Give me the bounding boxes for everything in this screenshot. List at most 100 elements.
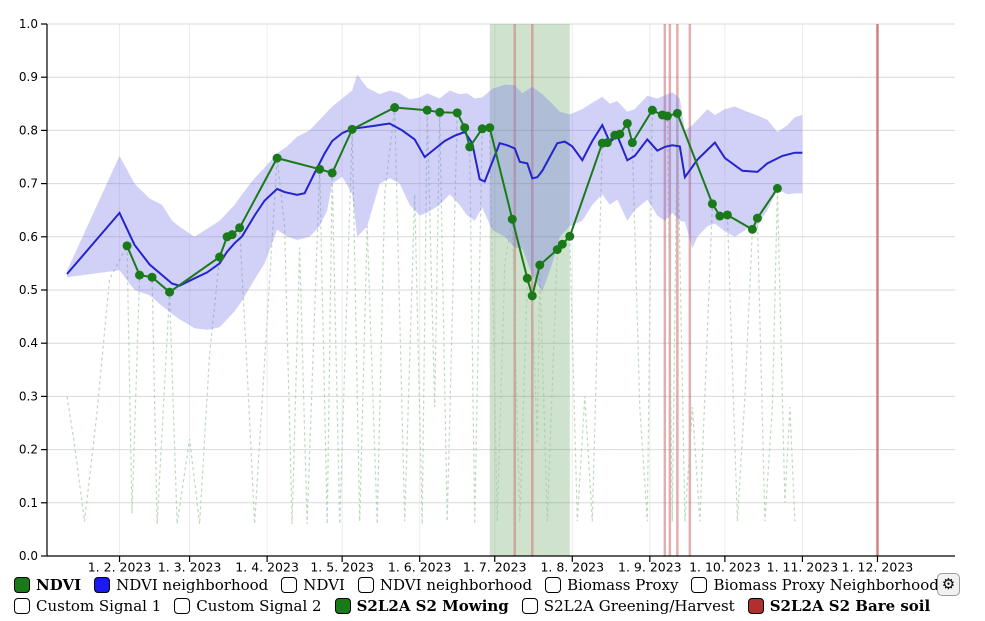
ndvi-data-point <box>615 129 625 139</box>
ndvi-data-point <box>752 213 762 223</box>
ndvi-data-point <box>122 241 132 251</box>
unchecked-checkbox-icon[interactable] <box>281 576 298 593</box>
checked-checkbox-icon[interactable] <box>747 597 764 614</box>
x-tick-label: 1. 2. 2023 <box>88 560 152 575</box>
legend-item-ndvi-neighborhood[interactable]: NDVI neighborhood <box>357 575 533 594</box>
y-tick-label: 0.8 <box>19 123 38 137</box>
ndvi-data-point <box>327 168 337 178</box>
y-tick-label: 0.6 <box>19 230 38 244</box>
legend-item-ndvi-neighborhood[interactable]: NDVI neighborhood <box>94 576 268 594</box>
ndvi-data-point <box>662 111 672 121</box>
y-tick-label: 1.0 <box>19 17 38 31</box>
y-tick-label: 0.9 <box>19 70 38 84</box>
ndvi-data-point <box>602 138 612 148</box>
y-tick-label: 0.3 <box>19 389 38 403</box>
y-tick-label: 0.7 <box>19 177 38 191</box>
ndvi-raw-dashed-line <box>66 107 796 525</box>
unchecked-checkbox-icon[interactable] <box>14 597 30 614</box>
legend-item-biomass-proxy-neighborhood[interactable]: Biomass Proxy Neighborhood <box>691 575 939 594</box>
ndvi-data-point <box>465 142 475 152</box>
checked-checkbox-icon[interactable] <box>334 597 351 614</box>
legend-item-custom-signal-1[interactable]: Custom Signal 1 <box>14 597 161 615</box>
unchecked-checkbox-icon[interactable] <box>545 576 562 593</box>
ndvi-data-point <box>772 183 782 193</box>
legend-item-custom-signal-2[interactable]: Custom Signal 2 <box>174 596 322 615</box>
ndvi-data-point <box>135 270 145 280</box>
y-tick-label: 0.0 <box>19 549 38 563</box>
ndvi-data-point <box>507 214 517 224</box>
x-tick-label: 1. 5. 2023 <box>310 560 374 575</box>
legend-item-label: NDVI neighborhood <box>379 575 533 594</box>
ndvi-data-point <box>235 223 245 233</box>
x-tick-label: 1. 10. 2023 <box>689 560 761 575</box>
ndvi-data-point <box>707 199 717 209</box>
legend-item-s2l2a-greening-harvest[interactable]: S2L2A Greening/Harvest <box>521 597 735 615</box>
legend-item-label: S2L2A S2 Mowing <box>356 596 509 615</box>
ndvi-data-point <box>485 123 495 133</box>
ndvi-data-point <box>460 123 470 133</box>
x-tick-label: 1. 12. 2023 <box>842 560 914 575</box>
ndvi-neighborhood-line <box>66 122 803 287</box>
legend-item-label: Biomass Proxy Neighborhood <box>713 575 939 594</box>
ndvi-data-point <box>452 108 462 118</box>
ndvi-data-point <box>422 105 432 115</box>
ndvi-data-point <box>565 231 575 241</box>
ndvi-data-point <box>527 291 537 301</box>
ndvi-data-point <box>435 107 445 117</box>
ndvi-data-point <box>147 272 157 282</box>
checked-checkbox-icon[interactable] <box>94 576 111 593</box>
legend-item-s2l2a-s2-mowing[interactable]: S2L2A S2 Mowing <box>334 596 509 615</box>
unchecked-checkbox-icon[interactable] <box>691 576 708 593</box>
unchecked-checkbox-icon[interactable] <box>357 576 374 593</box>
ndvi-data-point <box>477 124 487 134</box>
unchecked-checkbox-icon[interactable] <box>174 597 191 614</box>
y-tick-label: 0.2 <box>19 443 38 457</box>
legend-item-label: NDVI neighborhood <box>116 575 269 594</box>
ndvi-data-point <box>522 273 532 283</box>
ndvi-data-point <box>165 287 175 297</box>
y-tick-label: 0.1 <box>19 496 38 510</box>
axes: 1.0 0.9 0.8 0.7 0.6 0.5 0.4 0.3 0.2 0.1 0.0 1. 2. 2… <box>19 17 955 575</box>
legend-item-s2l2a-s2-bare-soil[interactable]: S2L2A S2 Bare soil <box>747 596 931 615</box>
ndvi-data-point <box>347 124 357 134</box>
legend-item-label: NDVI <box>303 575 345 594</box>
ndvi-data-point <box>227 230 237 240</box>
ndvi-data-point <box>647 105 657 115</box>
confidence-band <box>67 74 803 330</box>
ndvi-data-point <box>535 260 545 270</box>
x-tick-label: 1. 8. 2023 <box>540 560 604 575</box>
legend-item-ndvi[interactable]: NDVI <box>14 576 81 594</box>
legend-row: Custom Signal 1 Custom Signal 2 S2L2A S2 M… <box>14 595 937 616</box>
legend-row: NDVI NDVI neighborhood NDVI NDVI neighborho… <box>14 574 939 595</box>
legend-item-label: NDVI <box>36 575 82 594</box>
x-tick-label: 1. 4. 2023 <box>235 560 299 575</box>
ndvi-data-point <box>390 103 400 113</box>
x-tick-label: 1. 3. 2023 <box>158 560 222 575</box>
x-tick-label: 1. 11. 2023 <box>767 560 839 575</box>
y-tick-label: 0.4 <box>19 336 38 350</box>
settings-button[interactable]: ⚙ <box>937 573 960 596</box>
legend-item-biomass-proxy[interactable]: Biomass Proxy <box>545 576 678 594</box>
ndvi-data-point <box>557 239 567 249</box>
x-tick-label: 1. 9. 2023 <box>618 560 682 575</box>
ndvi-data-point <box>747 224 757 234</box>
x-tick-label: 1. 6. 2023 <box>388 560 452 575</box>
x-tick-label: 1. 7. 2023 <box>463 560 527 575</box>
checked-checkbox-icon[interactable] <box>14 576 30 593</box>
y-tick-label: 0.5 <box>19 283 38 297</box>
legend-item-label: Custom Signal 2 <box>196 596 322 615</box>
legend-item-label: S2L2A S2 Bare soil <box>769 596 931 615</box>
gear-icon: ⚙ <box>941 576 956 593</box>
chart-legend: NDVI NDVI neighborhood NDVI NDVI neighborho… <box>14 574 939 616</box>
unchecked-checkbox-icon[interactable] <box>521 597 538 614</box>
ndvi-data-point <box>622 118 632 128</box>
ndvi-timeseries-chart: 1.0 0.9 0.8 0.7 0.6 0.5 0.4 0.3 0.2 0.1 0.0 1. 2. 2… <box>19 17 955 575</box>
ndvi-data-point <box>272 153 282 163</box>
ndvi-data-point <box>672 108 682 118</box>
legend-item-ndvi[interactable]: NDVI <box>281 576 345 594</box>
ndvi-data-point <box>722 210 732 220</box>
ndvi-data-point <box>715 211 725 221</box>
ndvi-data-point <box>627 138 637 148</box>
ndvi-data-point <box>215 252 225 262</box>
